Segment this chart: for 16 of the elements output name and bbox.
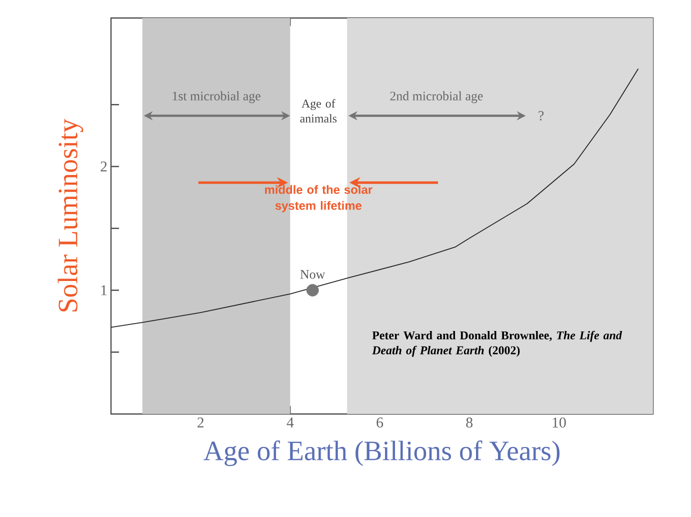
text: Peter Ward and Donald Brownlee, The Life and Death of Planet Earth (2002)	[372, 330, 622, 357]
line-series	[110, 68, 639, 328]
y-tick-label: 1	[101, 285, 107, 296]
annotation: Age of animals	[300, 99, 337, 123]
y-axis-title: Solar Luminosity	[58, 118, 84, 312]
band-label: 2nd microbial age	[390, 91, 483, 104]
band-label: 1st microbial age	[172, 91, 260, 104]
annotation: middle of the solar system lifetime	[265, 185, 372, 212]
x-axis-title: Age of Earth (Billions of Years)	[204, 440, 560, 466]
x-tick-label: 6	[376, 418, 384, 428]
annotation: ?	[538, 111, 544, 120]
x-tick-label: 10	[552, 418, 566, 428]
x-tick-label: 2	[198, 418, 204, 428]
x-tick-label: 8	[466, 418, 473, 428]
x-tick-label: 4	[286, 418, 294, 428]
annotation: Now	[300, 270, 326, 279]
